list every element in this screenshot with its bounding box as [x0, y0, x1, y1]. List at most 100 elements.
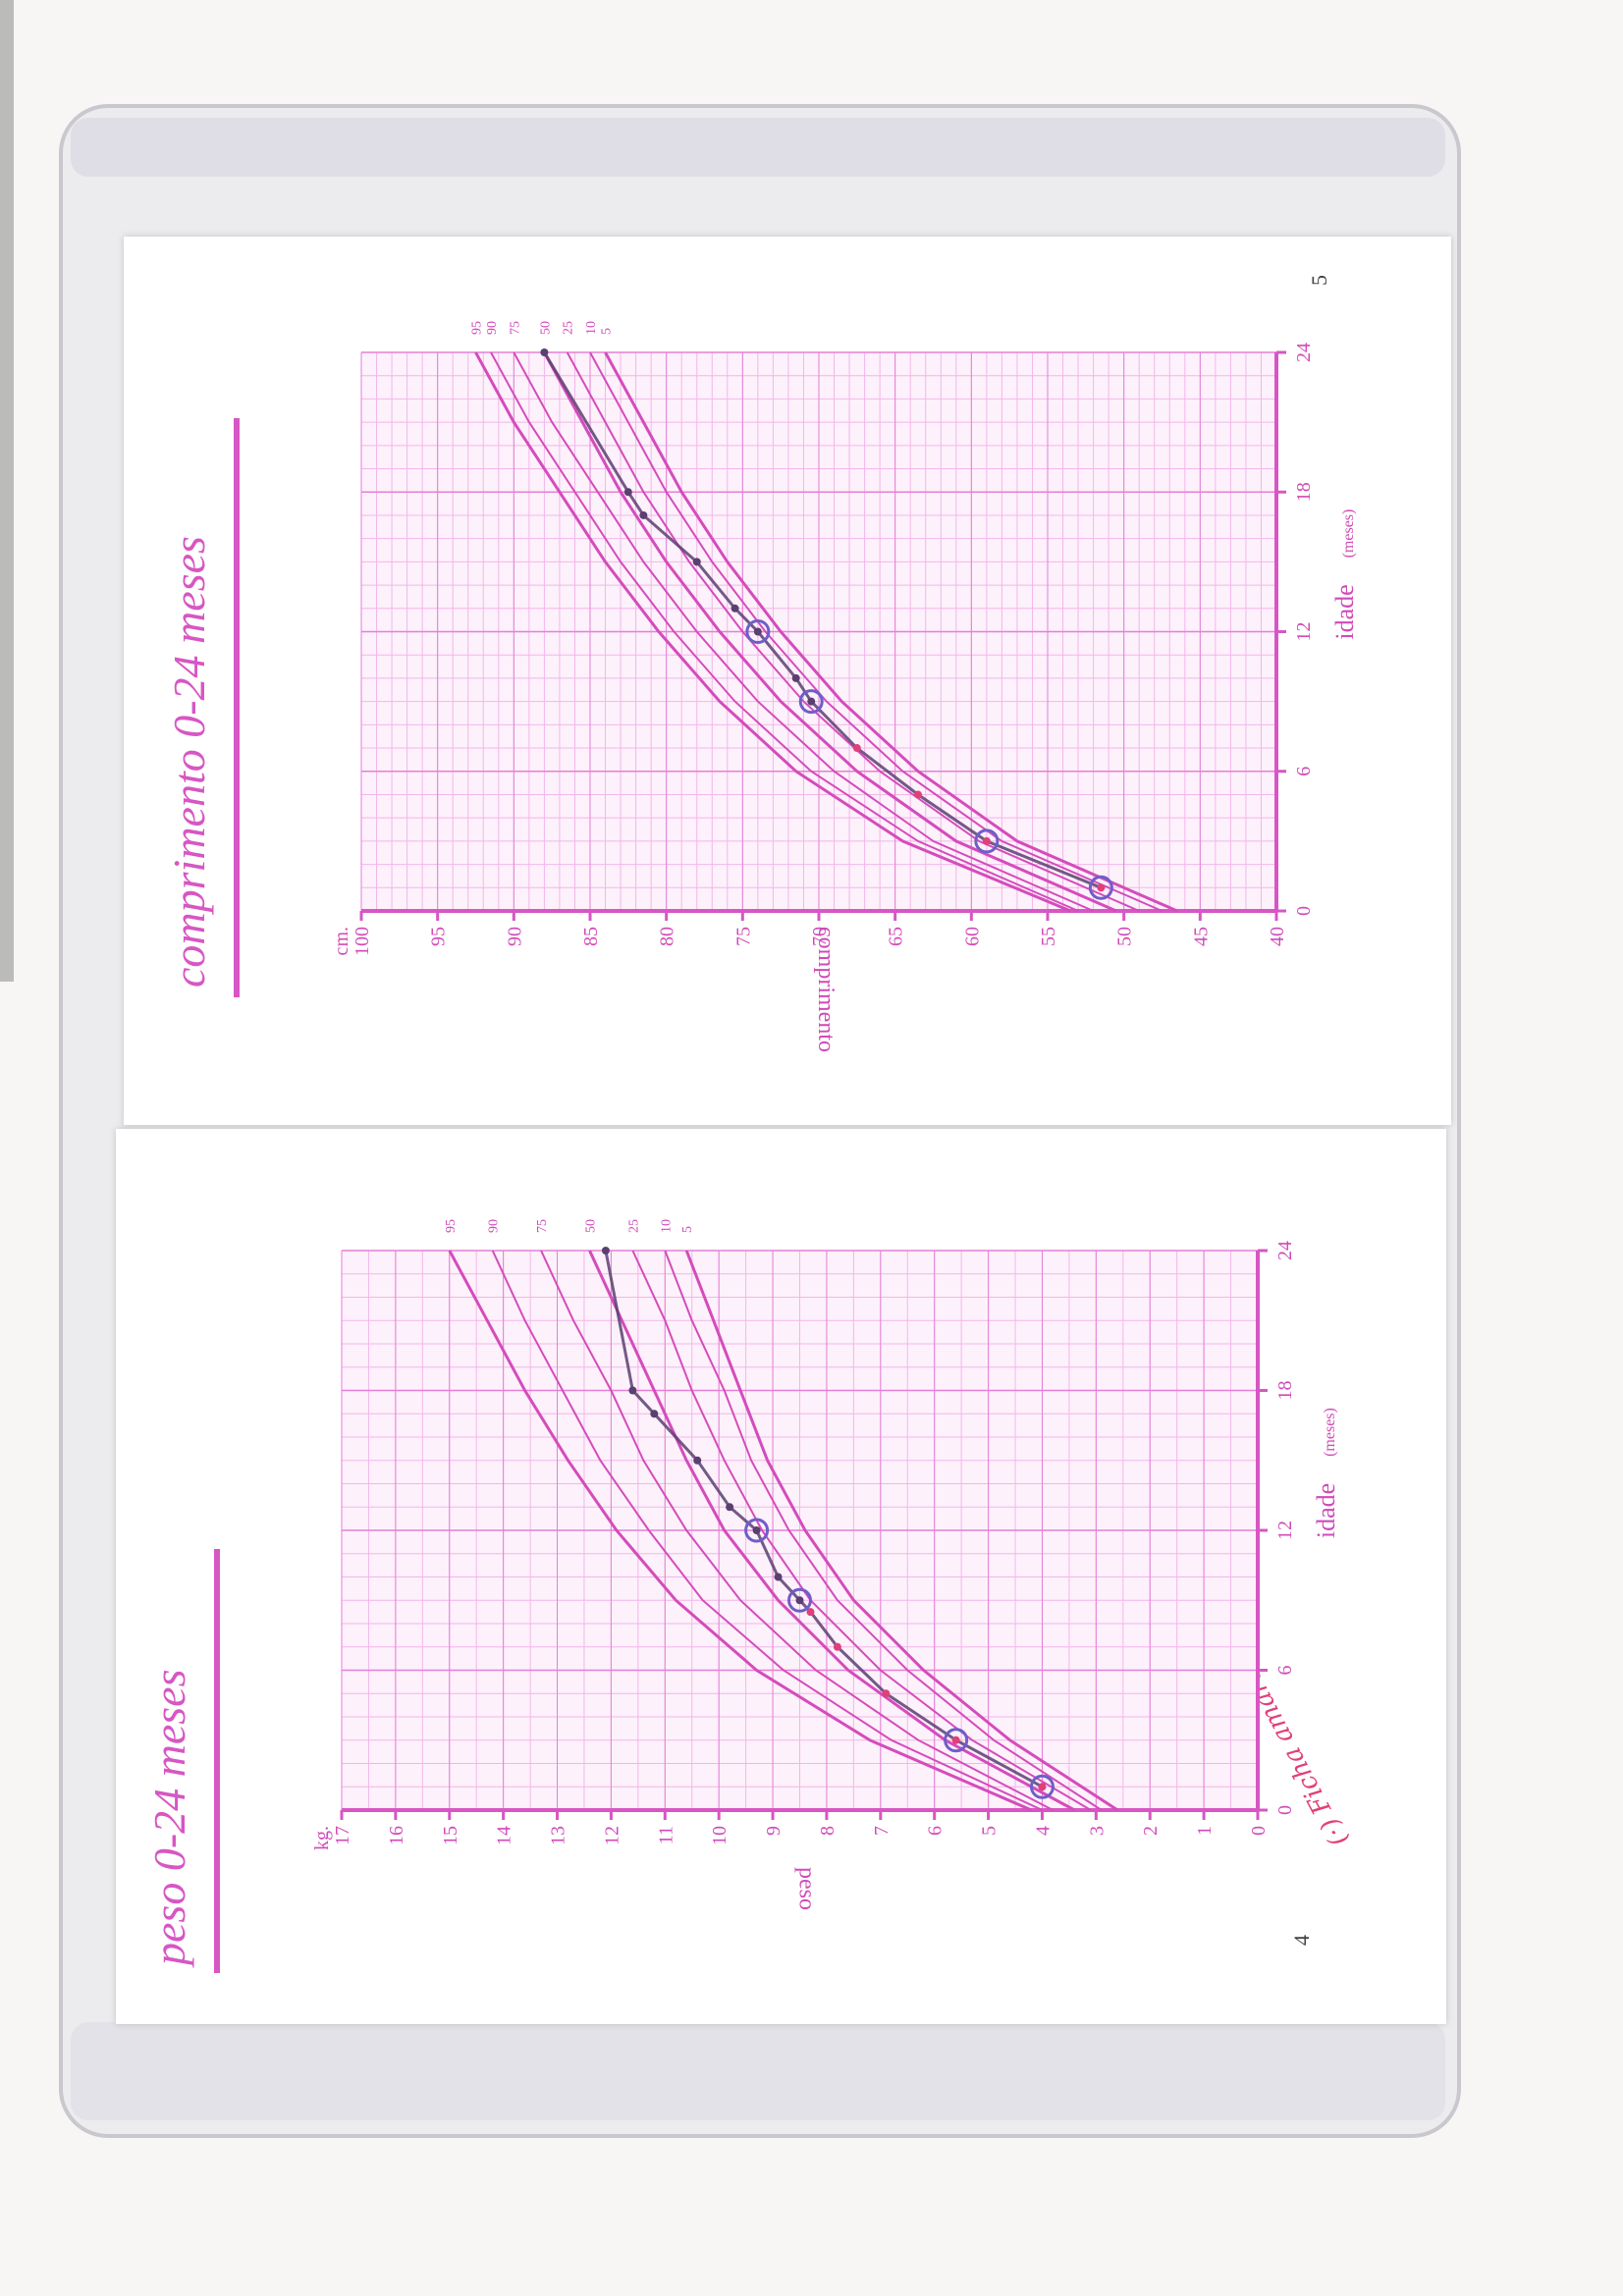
measurement-point	[982, 836, 991, 845]
measurement-point	[623, 488, 632, 497]
measurement-point	[601, 1247, 610, 1255]
y-tick-label: 15	[440, 1826, 461, 1845]
percentile-curve-5	[684, 1250, 1119, 1812]
y-tick-label: 2	[1140, 1826, 1162, 1836]
measurement-point	[774, 1573, 783, 1581]
measurement-point	[795, 1596, 804, 1605]
percentile-curve-10	[664, 1250, 1103, 1811]
circled-point	[944, 1728, 969, 1753]
x-tick-label: 0	[1274, 1805, 1296, 1815]
y-tick-label: 45	[1190, 927, 1212, 946]
y-tick-label: 0	[1248, 1826, 1270, 1836]
y-tick-label: 70	[809, 927, 831, 946]
y-tick-label: 3	[1086, 1826, 1108, 1836]
percentile-label: 10	[659, 1219, 674, 1233]
y-tick-label: 60	[961, 927, 983, 946]
x-tick-label: 18	[1274, 1381, 1296, 1401]
percentile-curve-50	[543, 351, 1117, 913]
percentile-label: 90	[487, 1219, 502, 1233]
y-tick-label: 95	[428, 927, 450, 946]
y-tick-label: 85	[580, 927, 602, 946]
y-axis-label: comprimento	[813, 927, 839, 1052]
x-tick-label: 6	[1293, 767, 1315, 776]
percentile-curve-10	[589, 351, 1163, 912]
measurement-point	[692, 558, 701, 566]
percentile-label: 75	[508, 321, 522, 335]
percentile-label: 95	[444, 1219, 459, 1233]
weight-growth-chart: 0612182401234567891011121314151617kg.ida…	[311, 1219, 1340, 1910]
percentile-label: 25	[626, 1219, 641, 1233]
percentile-label: 75	[535, 1219, 550, 1233]
y-tick-label: 4	[1032, 1826, 1054, 1836]
measurement-point	[791, 673, 800, 682]
measurement-point	[628, 1386, 637, 1395]
percentile-label: 5	[600, 328, 615, 335]
x-axis-unit: (meses)	[1340, 509, 1357, 559]
x-tick-label: 6	[1274, 1666, 1296, 1676]
percentile-curve-25	[631, 1250, 1092, 1811]
measurement-point	[951, 1735, 960, 1744]
y-tick-label: 8	[817, 1826, 839, 1836]
percentile-curve-25	[566, 351, 1140, 912]
percentile-curve-5	[604, 351, 1178, 913]
y-axis-label: peso	[794, 1867, 820, 1910]
percentile-label: 10	[584, 321, 599, 335]
x-axis-label: idade	[1312, 1483, 1340, 1538]
measurement-point	[806, 1608, 815, 1617]
measurement-point	[1097, 883, 1106, 892]
y-tick-label: 16	[386, 1826, 407, 1845]
x-axis-label: idade	[1330, 584, 1359, 639]
percentile-curve-75	[540, 1250, 1054, 1811]
measurement-point	[650, 1410, 659, 1418]
y-tick-label: 65	[886, 927, 907, 946]
circled-point	[744, 1518, 770, 1543]
weight-chart-page: peso 0-24 meses 4 (·) Ficha amarela 0 6 12…	[116, 1129, 1446, 2024]
y-tick-label: 14	[494, 1826, 515, 1845]
y-tick-label: 55	[1038, 927, 1059, 946]
measurement-point	[1038, 1783, 1047, 1791]
percentile-curve-95	[474, 351, 1071, 913]
measurement-point	[833, 1642, 841, 1651]
x-tick-label: 18	[1293, 482, 1315, 502]
y-tick-label: 75	[732, 927, 754, 946]
child-measurement-line	[543, 351, 1102, 889]
percentile-curve-90	[491, 1250, 1043, 1811]
percentile-label: 5	[680, 1226, 695, 1233]
x-tick-label: 0	[1293, 906, 1315, 916]
y-tick-label: 11	[655, 1826, 676, 1844]
y-unit-label: kg.	[311, 1826, 333, 1850]
y-tick-label: 12	[601, 1826, 622, 1845]
percentile-label: 50	[538, 321, 553, 335]
circled-point	[1088, 875, 1113, 900]
y-tick-label: 13	[548, 1826, 569, 1845]
y-tick-label: 1	[1194, 1826, 1216, 1836]
y-tick-label: 6	[925, 1826, 947, 1836]
percentile-label: 50	[583, 1219, 598, 1233]
percentile-label: 90	[485, 321, 500, 335]
measurement-point	[753, 627, 762, 636]
measurement-point	[807, 697, 816, 706]
x-tick-label: 24	[1293, 343, 1315, 362]
x-tick-label: 12	[1274, 1521, 1296, 1540]
x-axis-unit: (meses)	[1322, 1408, 1338, 1457]
y-tick-label: 7	[871, 1826, 893, 1836]
y-tick-label: 90	[504, 927, 525, 946]
length-growth-chart: 06121824404550556065707580859095100cm.id…	[331, 321, 1359, 1052]
measurement-point	[913, 790, 922, 799]
y-tick-label: 40	[1267, 927, 1288, 946]
y-tick-label: 17	[332, 1826, 353, 1845]
y-tick-label: 50	[1114, 927, 1136, 946]
percentile-label: 95	[470, 321, 485, 335]
measurement-point	[639, 510, 648, 519]
x-tick-label: 12	[1293, 622, 1315, 642]
y-tick-label: 80	[657, 927, 678, 946]
circled-point	[1029, 1774, 1055, 1799]
y-tick-label: 100	[352, 927, 373, 956]
circled-point	[745, 619, 771, 644]
length-chart-page: comprimento 0-24 meses 5 0 6 12 18 24 40 45 50 5…	[124, 237, 1451, 1125]
y-tick-label: 10	[709, 1826, 730, 1845]
measurement-point	[882, 1689, 891, 1698]
measurement-point	[752, 1526, 761, 1534]
circled-point	[974, 828, 1000, 854]
